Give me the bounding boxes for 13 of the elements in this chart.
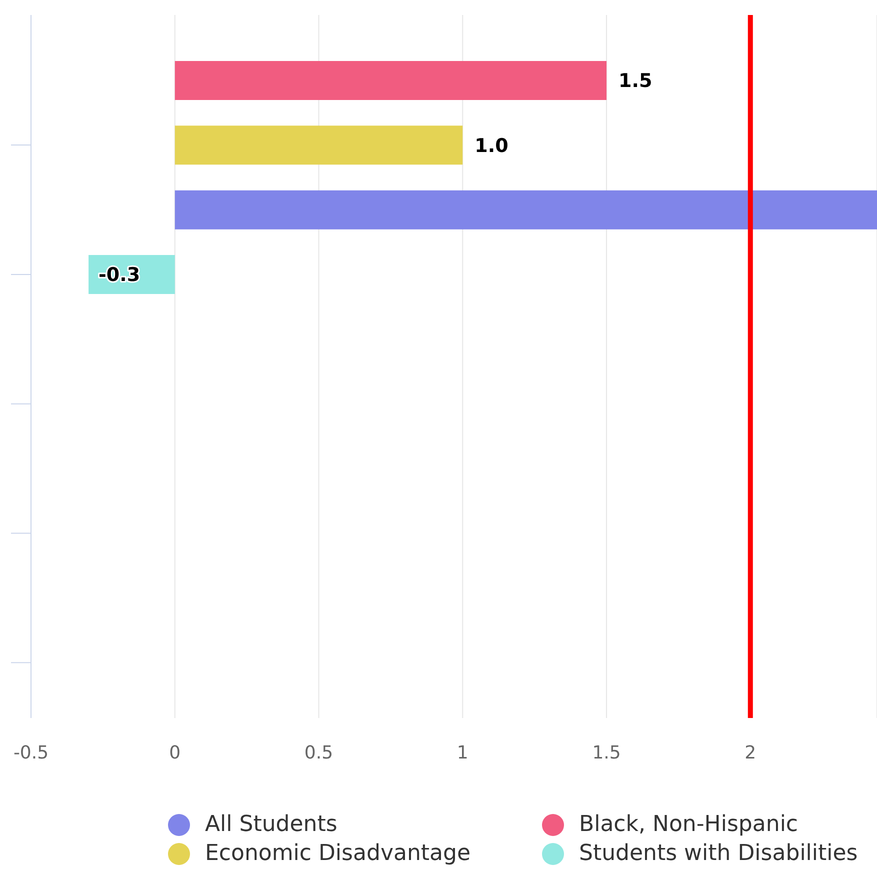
legend-label: Black, Non-Hispanic bbox=[579, 812, 798, 837]
x-tick-label: 0.5 bbox=[304, 742, 334, 764]
legend-label: Students with Disabilities bbox=[579, 841, 858, 866]
data-label: 1.0 bbox=[474, 134, 508, 157]
x-tick-label: 0 bbox=[169, 742, 181, 764]
legend-label: Economic Disadvantage bbox=[205, 841, 471, 866]
x-tick-label: 2 bbox=[744, 742, 756, 764]
x-tick-label: -0.5 bbox=[13, 742, 49, 764]
data-label: -0.3 bbox=[98, 264, 140, 286]
legend-label: All Students bbox=[205, 812, 338, 837]
x-tick-label: 1 bbox=[456, 742, 468, 764]
data-label: 1.5 bbox=[618, 70, 652, 92]
x-tick-label: 1.5 bbox=[592, 742, 621, 764]
